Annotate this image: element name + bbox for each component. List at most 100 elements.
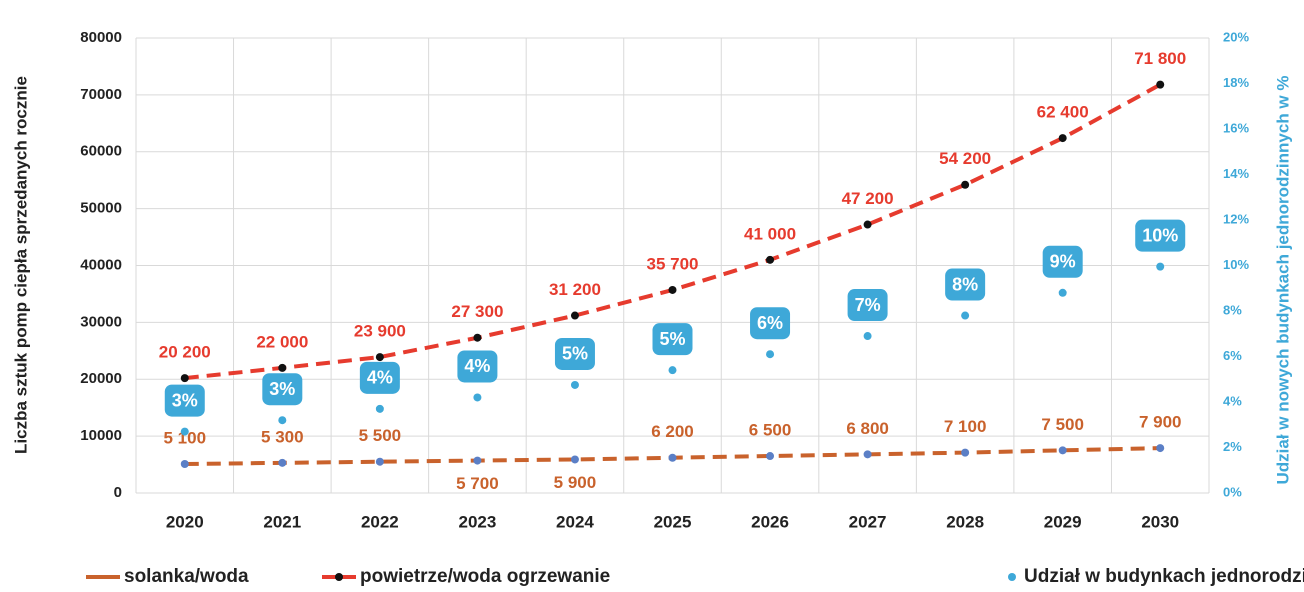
data-label: 5 300 xyxy=(261,427,304,446)
data-label: 41 000 xyxy=(744,224,796,243)
point-marker xyxy=(1156,444,1165,453)
data-label: 7 900 xyxy=(1139,413,1182,432)
share-label-box xyxy=(1135,219,1186,252)
share-dot xyxy=(1058,288,1067,297)
data-label: 23 900 xyxy=(354,322,406,341)
y-tick-label: 20000 xyxy=(80,370,122,387)
data-label: 5 700 xyxy=(456,474,499,493)
data-label: 5% xyxy=(562,344,588,364)
x-tick-label: 2023 xyxy=(458,512,496,531)
point-marker xyxy=(1058,134,1067,143)
data-label: 4% xyxy=(367,368,393,388)
data-label: 62 400 xyxy=(1037,103,1089,122)
share-dot xyxy=(570,380,579,389)
data-label: 71 800 xyxy=(1134,49,1186,68)
data-label: 7 100 xyxy=(944,417,987,436)
data-label: 5 500 xyxy=(359,426,402,445)
point-marker xyxy=(668,285,677,294)
point-marker xyxy=(668,453,677,462)
y2-tick-label: 0% xyxy=(1223,484,1242,499)
share-dot xyxy=(863,332,872,341)
share-label-box xyxy=(1042,245,1083,278)
y2-tick-label: 4% xyxy=(1223,393,1242,408)
data-label: 7% xyxy=(855,295,881,315)
data-label: 3% xyxy=(172,390,198,410)
data-label: 10% xyxy=(1142,225,1178,245)
point-marker xyxy=(375,457,384,466)
data-label: 5% xyxy=(659,329,685,349)
x-tick-label: 2026 xyxy=(751,512,789,531)
y2-tick-label: 6% xyxy=(1223,348,1242,363)
y2-tick-label: 14% xyxy=(1223,166,1249,181)
data-label: 6 800 xyxy=(846,419,889,438)
share-label-box xyxy=(750,307,791,340)
data-label: 7 500 xyxy=(1041,415,1084,434)
data-label: 6 500 xyxy=(749,421,792,440)
y-tick-label: 80000 xyxy=(80,29,122,46)
point-marker xyxy=(1058,446,1067,455)
share-label-box xyxy=(652,323,693,356)
y-tick-label: 30000 xyxy=(80,313,122,330)
share-dot xyxy=(766,350,775,359)
share-label-box xyxy=(945,268,986,301)
share-dot xyxy=(375,404,384,413)
share-dot xyxy=(961,311,970,320)
data-label: 47 200 xyxy=(842,189,894,208)
data-label: 54 200 xyxy=(939,149,991,168)
x-tick-label: 2029 xyxy=(1044,512,1082,531)
x-tick-label: 2030 xyxy=(1141,512,1179,531)
point-marker xyxy=(766,255,775,264)
x-tick-label: 2022 xyxy=(361,512,399,531)
data-label: 31 200 xyxy=(549,280,601,299)
y-tick-label: 60000 xyxy=(80,143,122,160)
data-label: 5 900 xyxy=(554,473,597,492)
data-label: 6 200 xyxy=(651,422,694,441)
share-label-box xyxy=(164,384,205,417)
point-marker xyxy=(278,363,287,372)
share-label-box xyxy=(847,289,888,322)
point-marker xyxy=(473,333,482,342)
data-label: 20 200 xyxy=(159,343,211,362)
point-marker xyxy=(863,450,872,459)
point-marker xyxy=(180,459,189,468)
legend-label: powietrze/woda ogrzewanie xyxy=(360,566,610,587)
point-marker xyxy=(570,455,579,464)
y-axis-title: Liczba sztuk pomp ciepła sprzedanych roc… xyxy=(11,76,30,454)
y-tick-label: 10000 xyxy=(80,427,122,444)
data-label: 27 300 xyxy=(451,302,503,321)
y2-tick-label: 12% xyxy=(1223,211,1249,226)
x-tick-label: 2021 xyxy=(263,512,301,531)
y2-axis-title: Udział w nowych budynkach jednorodzinnyc… xyxy=(1273,76,1292,485)
point-marker xyxy=(375,353,384,362)
point-marker xyxy=(1156,80,1165,89)
data-label: 8% xyxy=(952,274,978,294)
y-tick-label: 40000 xyxy=(80,256,122,273)
legend-marker xyxy=(1008,573,1016,581)
y-tick-label: 50000 xyxy=(80,200,122,217)
data-label: 3% xyxy=(269,379,295,399)
point-marker xyxy=(863,220,872,229)
y2-tick-label: 10% xyxy=(1223,257,1249,272)
x-tick-label: 2027 xyxy=(849,512,887,531)
point-marker xyxy=(961,180,970,189)
legend-label: solanka/woda xyxy=(124,566,249,587)
x-tick-label: 2025 xyxy=(654,512,692,531)
data-label: 4% xyxy=(464,356,490,376)
share-label-box xyxy=(554,337,595,370)
legend-label: Udział w budynkach jednorodzinnych xyxy=(1024,566,1304,587)
share-dot xyxy=(473,393,482,402)
point-marker xyxy=(766,452,775,461)
point-marker xyxy=(961,448,970,457)
point-marker xyxy=(278,458,287,467)
y2-tick-label: 2% xyxy=(1223,439,1242,454)
x-tick-label: 2024 xyxy=(556,512,594,531)
y2-tick-label: 8% xyxy=(1223,302,1242,317)
point-marker xyxy=(570,311,579,320)
data-label: 22 000 xyxy=(256,332,308,351)
point-marker xyxy=(473,456,482,465)
data-label: 35 700 xyxy=(647,254,699,273)
legend-marker xyxy=(335,573,343,581)
x-tick-label: 2028 xyxy=(946,512,984,531)
share-dot xyxy=(1156,262,1165,271)
